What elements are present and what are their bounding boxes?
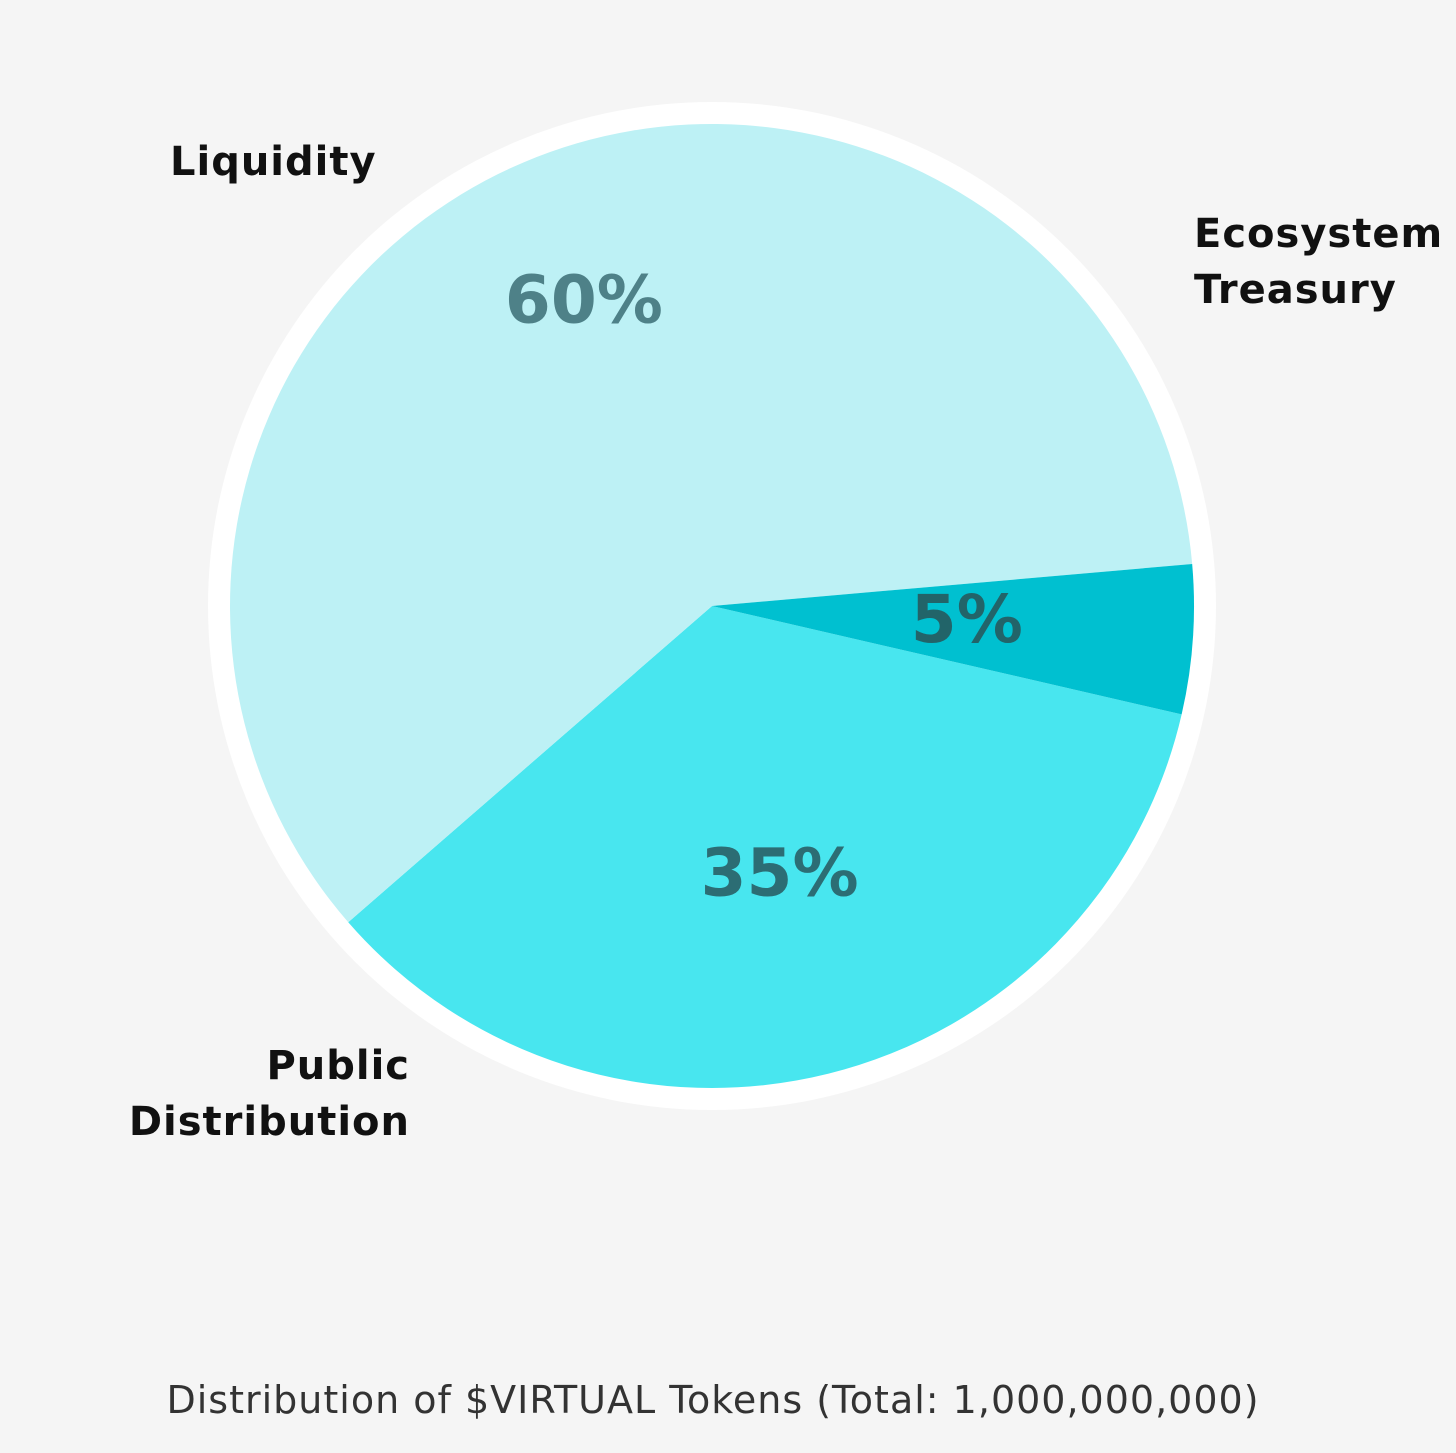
label-ecosystem-treasury-line-1: Ecosystem [1194, 211, 1444, 257]
label-liquidity-line-1: Liquidity [170, 139, 377, 185]
label-public-distribution: Public Distribution [129, 1038, 410, 1150]
label-public-distribution-line-1: Public [266, 1043, 410, 1089]
label-ecosystem-treasury: Ecosystem Treasury [1194, 206, 1443, 318]
pie-slice-liquidity [712, 563, 1195, 715]
value-label-ecosystem-treasury: 35% [701, 834, 859, 911]
label-ecosystem-treasury-line-2: Treasury [1194, 267, 1397, 313]
value-label-liquidity: 5% [911, 581, 1023, 658]
chart-caption: Distribution of $VIRTUAL Tokens (Total: … [166, 1378, 1260, 1422]
value-label-public-distribution: 60% [505, 261, 663, 338]
label-public-distribution-line-2: Distribution [128, 1099, 410, 1145]
pie-slice-ecosystem-treasury [348, 606, 1182, 1089]
label-liquidity: Liquidity [170, 134, 377, 190]
pie-slice-public-distribution [230, 124, 1193, 923]
